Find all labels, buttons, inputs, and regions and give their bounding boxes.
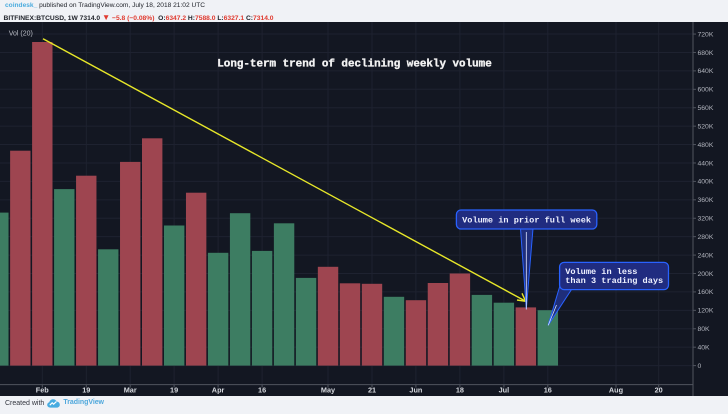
svg-text:160K: 160K xyxy=(698,289,714,296)
svg-text:520K: 520K xyxy=(698,123,714,130)
svg-text:Feb: Feb xyxy=(36,385,50,394)
svg-text:480K: 480K xyxy=(698,142,714,149)
svg-text:than 3 trading days: than 3 trading days xyxy=(565,276,663,286)
svg-text:19: 19 xyxy=(170,385,178,394)
svg-text:May: May xyxy=(321,385,336,394)
svg-text:640K: 640K xyxy=(698,68,714,75)
svg-text:Volume in prior full week: Volume in prior full week xyxy=(462,215,591,225)
svg-text:720K: 720K xyxy=(698,31,714,38)
svg-text:16: 16 xyxy=(544,385,552,394)
svg-text:Long-term trend of declining w: Long-term trend of declining weekly volu… xyxy=(217,59,492,71)
svg-text:20: 20 xyxy=(655,385,663,394)
svg-text:Aug: Aug xyxy=(609,385,623,394)
svg-text:280K: 280K xyxy=(698,234,714,241)
svg-text:680K: 680K xyxy=(698,50,714,57)
svg-text:120K: 120K xyxy=(698,308,714,315)
svg-text:40K: 40K xyxy=(698,344,711,351)
svg-text:19: 19 xyxy=(82,385,90,394)
svg-text:18: 18 xyxy=(456,385,464,394)
svg-text:80K: 80K xyxy=(698,326,711,333)
svg-text:Apr: Apr xyxy=(212,385,225,394)
svg-text:360K: 360K xyxy=(698,197,714,204)
svg-text:320K: 320K xyxy=(698,216,714,223)
svg-text:200K: 200K xyxy=(698,271,714,278)
svg-text:Jul: Jul xyxy=(499,385,510,394)
svg-text:Mar: Mar xyxy=(124,385,137,394)
svg-text:240K: 240K xyxy=(698,252,714,259)
svg-text:Vol (20): Vol (20) xyxy=(9,30,33,37)
svg-text:600K: 600K xyxy=(698,87,714,94)
svg-text:Jun: Jun xyxy=(409,385,422,394)
svg-text:400K: 400K xyxy=(698,179,714,186)
svg-text:440K: 440K xyxy=(698,160,714,167)
svg-text:560K: 560K xyxy=(698,105,714,112)
svg-text:0: 0 xyxy=(698,363,702,370)
svg-text:21: 21 xyxy=(368,385,376,394)
svg-text:Volume in less: Volume in less xyxy=(565,267,637,277)
svg-text:16: 16 xyxy=(258,385,266,394)
